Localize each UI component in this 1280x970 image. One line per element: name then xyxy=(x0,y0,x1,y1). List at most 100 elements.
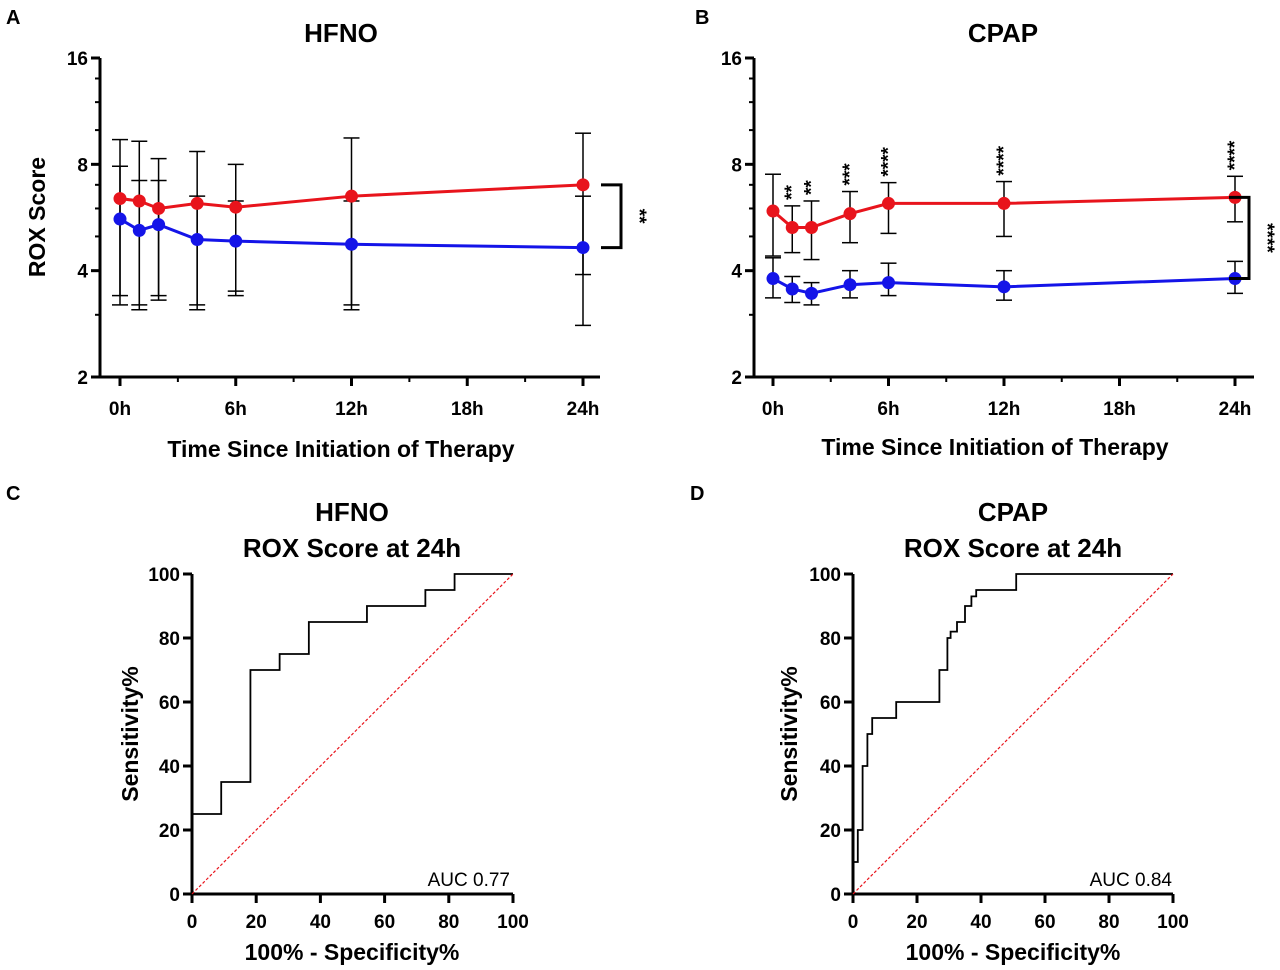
reference-line xyxy=(191,573,514,895)
x-tick-label: 6h xyxy=(225,399,247,420)
x-tick-label: 20 xyxy=(906,912,927,933)
significance-label: **** xyxy=(994,145,1015,175)
significance-label: **** xyxy=(879,146,900,176)
x-tick-label: 100 xyxy=(1157,912,1189,933)
data-point xyxy=(766,204,780,218)
data-point xyxy=(113,212,127,226)
chart-a-title: HFNO xyxy=(304,18,378,48)
data-point xyxy=(132,194,146,208)
x-tick-label: 12h xyxy=(335,399,368,420)
x-tick-label: 6h xyxy=(877,399,899,420)
data-point xyxy=(152,201,166,215)
panel-letter-a: A xyxy=(6,7,20,29)
chart-c-xlabel: 100% - Specificity% xyxy=(245,939,460,965)
y-tick-label: 40 xyxy=(820,757,841,778)
x-tick-label: 80 xyxy=(438,912,459,933)
data-point xyxy=(190,196,204,210)
chart-b-xlabel: Time Since Initiation of Therapy xyxy=(821,434,1168,460)
roc-curve xyxy=(852,573,1173,894)
y-tick-label: 16 xyxy=(67,49,88,70)
y-tick-label: 100 xyxy=(809,565,841,586)
data-point xyxy=(785,282,799,296)
y-tick-label: 60 xyxy=(159,693,180,714)
y-tick-label: 40 xyxy=(159,757,180,778)
data-point xyxy=(997,196,1011,210)
x-tick-label: 60 xyxy=(1034,912,1055,933)
y-tick-label: 80 xyxy=(159,629,180,650)
data-point xyxy=(882,196,895,210)
x-tick-label: 0h xyxy=(762,399,784,420)
y-tick-label: 60 xyxy=(820,693,841,714)
chart-c: 0 20 40 60 80 100 0 20 40 60 80 100 xyxy=(148,565,529,933)
y-tick-label: 4 xyxy=(731,262,742,283)
data-point xyxy=(345,237,358,251)
y-tick-label: 0 xyxy=(169,885,180,906)
y-tick-label: 8 xyxy=(77,155,88,176)
x-tick-label: 100 xyxy=(497,912,529,933)
data-point xyxy=(190,233,204,247)
panel-letter-d: D xyxy=(690,483,704,505)
data-point xyxy=(132,223,146,237)
data-point xyxy=(229,234,243,248)
data-point xyxy=(843,207,857,221)
x-tick-label: 20 xyxy=(246,912,267,933)
y-tick-label: 80 xyxy=(820,629,841,650)
significance-label: ** xyxy=(628,209,649,224)
chart-d-auc: AUC 0.84 xyxy=(1090,870,1173,891)
chart-c-ylabel: Sensitivity% xyxy=(117,666,143,802)
y-tick-label: 0 xyxy=(830,885,841,906)
x-tick-label: 24h xyxy=(567,399,600,420)
chart-d-subtitle: ROX Score at 24h xyxy=(904,533,1122,563)
y-tick-label: 8 xyxy=(731,155,742,176)
chart-d-title: CPAP xyxy=(978,497,1048,527)
data-point xyxy=(997,280,1011,294)
significance-label: **** xyxy=(1225,140,1246,170)
data-point xyxy=(882,276,895,290)
significance-bracket xyxy=(1229,195,1251,281)
x-tick-label: 0 xyxy=(848,912,859,933)
data-point xyxy=(805,220,818,234)
data-point xyxy=(229,200,243,214)
chart-a-ylabel: ROX Score xyxy=(24,157,50,277)
panel-letter-b: B xyxy=(695,7,709,29)
x-tick-label: 40 xyxy=(310,912,331,933)
chart-b-title: CPAP xyxy=(968,18,1038,48)
x-tick-label: 0h xyxy=(109,399,131,420)
data-point xyxy=(843,278,857,292)
x-tick-label: 40 xyxy=(970,912,991,933)
x-tick-label: 60 xyxy=(374,912,395,933)
y-tick-label: 16 xyxy=(721,49,742,70)
y-tick-label: 100 xyxy=(148,565,180,586)
data-point xyxy=(805,286,818,300)
y-tick-label: 20 xyxy=(820,821,841,842)
significance-bracket xyxy=(601,183,623,250)
chart-a-xlabel: Time Since Initiation of Therapy xyxy=(167,436,514,462)
x-tick-label: 18h xyxy=(451,399,484,420)
y-tick-label: 2 xyxy=(731,368,742,389)
y-tick-label: 2 xyxy=(77,368,88,389)
data-point xyxy=(345,189,358,203)
data-point xyxy=(576,178,590,192)
chart-c-auc: AUC 0.77 xyxy=(428,870,510,891)
chart-c-subtitle: ROX Score at 24h xyxy=(243,533,461,563)
significance-label: **** xyxy=(1256,223,1277,253)
x-tick-label: 12h xyxy=(988,399,1021,420)
significance-label: ** xyxy=(802,180,823,195)
y-tick-label: 4 xyxy=(77,262,88,283)
y-tick-label: 20 xyxy=(159,821,180,842)
data-point xyxy=(785,220,799,234)
roc-curve xyxy=(191,573,513,894)
significance-label: ** xyxy=(782,185,803,200)
chart-a: 2 4 8 16 0h 6h 12h 18h 24h ** xyxy=(67,49,649,420)
data-point xyxy=(766,272,780,286)
data-point xyxy=(113,192,127,206)
chart-d: 0 20 40 60 80 100 0 20 40 60 80 100 xyxy=(809,565,1189,933)
chart-d-xlabel: 100% - Specificity% xyxy=(906,939,1121,965)
chart-d-ylabel: Sensitivity% xyxy=(776,666,802,802)
chart-c-title: HFNO xyxy=(315,497,389,527)
data-point xyxy=(152,218,166,232)
x-tick-label: 18h xyxy=(1103,399,1136,420)
panel-letter-c: C xyxy=(6,483,20,505)
